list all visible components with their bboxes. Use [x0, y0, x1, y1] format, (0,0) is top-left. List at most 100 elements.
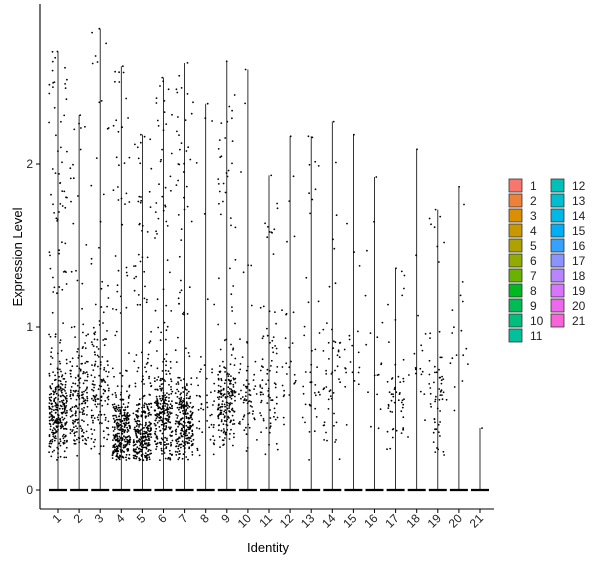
data-point — [234, 395, 236, 398]
data-point — [213, 439, 216, 442]
data-point — [65, 392, 67, 395]
data-point — [148, 421, 151, 423]
data-point — [174, 392, 177, 395]
data-point — [92, 369, 95, 371]
data-point — [160, 437, 163, 440]
data-point — [248, 426, 251, 429]
data-point — [286, 373, 288, 375]
data-point — [119, 441, 122, 444]
data-point — [179, 291, 181, 294]
legend-key-15 — [550, 223, 565, 238]
data-point — [186, 384, 188, 387]
data-point — [147, 427, 150, 430]
data-point — [190, 377, 193, 379]
data-point — [180, 400, 183, 403]
data-point — [217, 148, 220, 150]
data-point — [95, 405, 98, 408]
data-point — [234, 258, 237, 261]
data-point — [325, 373, 328, 375]
data-point — [57, 398, 60, 400]
data-point — [245, 369, 248, 372]
data-point — [54, 388, 57, 391]
data-point — [142, 459, 145, 462]
data-point — [125, 192, 128, 195]
data-point — [143, 270, 146, 273]
data-point — [187, 437, 189, 440]
data-point — [69, 372, 72, 375]
data-point — [117, 456, 119, 458]
data-point — [150, 385, 152, 388]
data-point — [308, 459, 310, 461]
data-point — [189, 395, 192, 398]
data-point — [420, 373, 423, 376]
data-point — [61, 391, 63, 394]
data-point — [72, 393, 74, 395]
data-point — [118, 456, 121, 458]
data-point — [92, 399, 95, 402]
data-point — [186, 62, 189, 64]
x-tick-label: 12 — [277, 511, 297, 531]
data-point — [178, 450, 181, 452]
data-point — [233, 432, 235, 435]
data-point — [98, 422, 101, 425]
data-point — [273, 228, 276, 231]
data-point — [164, 205, 167, 208]
data-point — [191, 453, 194, 456]
data-point — [203, 213, 206, 215]
data-point — [376, 336, 379, 339]
data-point — [84, 442, 86, 445]
data-point — [75, 411, 77, 414]
data-point — [251, 413, 254, 415]
data-point — [224, 409, 227, 411]
data-point — [180, 396, 183, 399]
data-point — [82, 382, 85, 385]
data-point — [128, 457, 131, 460]
data-point — [309, 212, 311, 215]
data-point — [114, 420, 116, 423]
data-point — [114, 446, 116, 449]
data-point — [70, 410, 73, 412]
data-point — [250, 304, 253, 307]
data-point — [124, 415, 126, 417]
data-point — [182, 453, 185, 456]
data-point — [146, 256, 149, 259]
data-point — [86, 405, 89, 408]
legend-key-9 — [508, 298, 523, 313]
data-point — [351, 344, 354, 347]
data-point — [245, 399, 247, 402]
data-point — [116, 427, 119, 429]
data-point — [309, 381, 312, 384]
data-point — [268, 394, 270, 396]
data-point — [159, 429, 162, 432]
data-point — [50, 351, 53, 354]
data-point — [92, 345, 95, 347]
data-point — [270, 365, 272, 367]
data-point — [176, 420, 178, 423]
data-point — [81, 413, 84, 416]
data-point — [106, 360, 109, 362]
data-point — [55, 430, 58, 433]
data-point — [137, 424, 140, 426]
data-point — [160, 419, 162, 422]
data-point — [139, 260, 142, 263]
data-point — [461, 300, 464, 303]
data-point — [232, 392, 234, 394]
data-point — [159, 411, 161, 413]
data-point — [270, 174, 273, 177]
data-point — [140, 440, 143, 443]
data-point — [86, 379, 88, 382]
data-point — [150, 428, 152, 431]
data-point — [82, 431, 85, 434]
data-point — [242, 415, 245, 418]
data-point — [114, 334, 117, 337]
data-point — [49, 335, 52, 338]
data-point — [75, 425, 77, 427]
data-point — [102, 193, 105, 196]
legend-label-10: 10 — [530, 314, 544, 328]
data-point — [307, 135, 310, 138]
data-point — [177, 422, 180, 425]
data-point — [59, 341, 61, 344]
legend-label-7: 7 — [530, 269, 537, 283]
data-point — [116, 452, 119, 455]
data-point — [206, 401, 208, 404]
